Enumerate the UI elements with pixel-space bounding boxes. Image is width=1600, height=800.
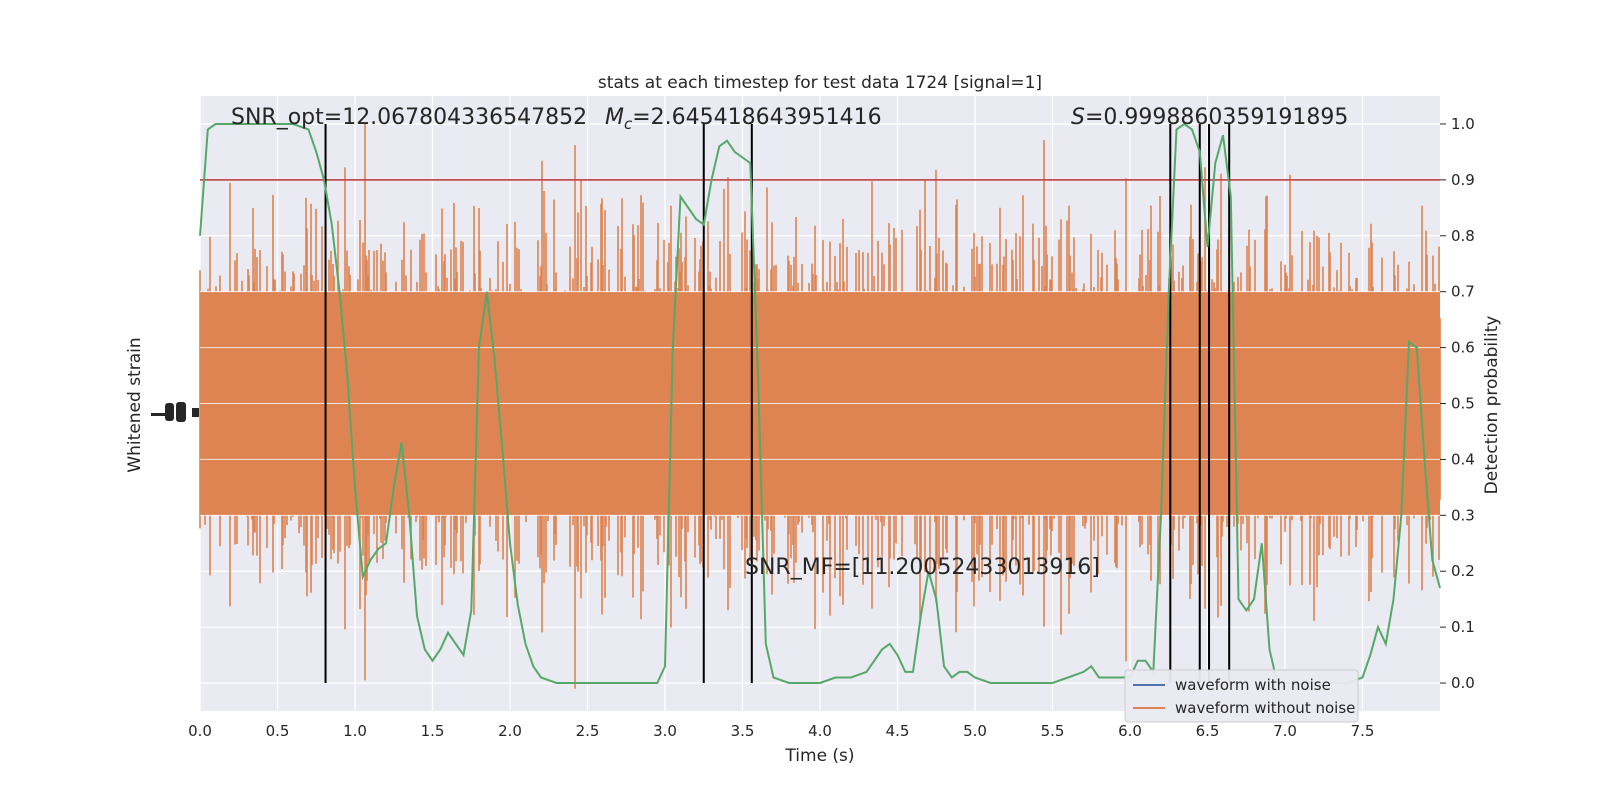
x-tick-label: 5.0 xyxy=(963,722,987,740)
x-tick-label: 1.0 xyxy=(343,722,367,740)
legend-box xyxy=(1124,669,1359,723)
x-tick-label: 7.0 xyxy=(1273,722,1297,740)
x-tick-label: 4.0 xyxy=(808,722,832,740)
y-right-tick-label: 0.7 xyxy=(1451,283,1475,301)
y-right-tick-label: 0.3 xyxy=(1451,506,1475,524)
waveform-without-noise-series xyxy=(199,122,1441,689)
detection-markers xyxy=(324,123,1231,684)
y-right-tick-label: 0.4 xyxy=(1451,450,1475,468)
x-axis-label: Time (s) xyxy=(784,746,854,766)
chirp-mass-subscript: c xyxy=(624,115,633,133)
y-right-tick-label: 0.9 xyxy=(1451,171,1475,189)
annotation-s: S=0.9998860359191895 xyxy=(1071,105,1348,130)
x-tick-label: 1.5 xyxy=(421,722,445,740)
y-right-tick-label: 0.1 xyxy=(1451,618,1475,636)
annotation-snr-opt: SNR_opt=12.067804336547852 xyxy=(231,105,587,130)
y-axis-right-label: Detection probability xyxy=(1482,316,1502,495)
y-right-tick-label: 0.0 xyxy=(1451,674,1475,692)
y-axis-left-label: Whitened strain xyxy=(125,337,145,472)
annotation-chirp-mass: Mc=2.645418643951416 xyxy=(605,105,882,133)
x-axis-ticks: 0.0 0.5 1.0 1.5 2.0 2.5 3.0 3.5 4.0 4.5 5.0 5.5 6.0 6… xyxy=(188,722,1374,740)
y-right-tick-label: 0.6 xyxy=(1451,339,1475,357)
detection-probability-line xyxy=(199,122,1441,684)
x-tick-label: 2.0 xyxy=(498,722,522,740)
x-tick-label: 2.5 xyxy=(576,722,600,740)
x-tick-label: 4.5 xyxy=(886,722,910,740)
x-tick-label: 6.5 xyxy=(1196,722,1220,740)
chirp-mass-symbol: M xyxy=(605,105,624,130)
x-tick-label: 3.5 xyxy=(731,722,755,740)
s-symbol: S xyxy=(1071,105,1085,130)
s-value: =0.9998860359191895 xyxy=(1085,105,1348,130)
left-axis-ticks-overlap xyxy=(151,402,199,422)
x-tick-label: 0.0 xyxy=(188,722,212,740)
chirp-mass-value: =2.645418643951416 xyxy=(632,105,881,130)
y-right-tick-label: 0.8 xyxy=(1451,227,1475,245)
chart-title: stats at each timestep for test data 172… xyxy=(598,73,1042,93)
y-right-tick-label: 0.5 xyxy=(1451,395,1475,413)
legend-label-without-noise: waveform without noise xyxy=(1175,699,1355,717)
x-tick-label: 6.0 xyxy=(1118,722,1142,740)
x-tick-label: 5.5 xyxy=(1041,722,1065,740)
annotation-snr-mf: SNR_MF=[11.20052433013916] xyxy=(745,555,1100,580)
legend: waveform with noise waveform without noi… xyxy=(1124,669,1359,723)
legend-label-with-noise: waveform with noise xyxy=(1175,676,1331,694)
x-tick-label: 7.5 xyxy=(1351,722,1375,740)
y-axis-right-ticks: 0.0 0.1 0.2 0.3 0.4 0.5 0.6 0.7 0.8 0.9 1.0 xyxy=(1440,115,1475,692)
x-tick-label: 0.5 xyxy=(266,722,290,740)
y-right-tick-label: 1.0 xyxy=(1451,115,1475,133)
y-right-tick-label: 0.2 xyxy=(1451,562,1475,580)
x-tick-label: 3.0 xyxy=(653,722,677,740)
